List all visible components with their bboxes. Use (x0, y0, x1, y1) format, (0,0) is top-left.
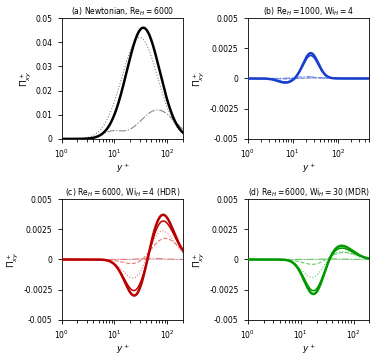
Y-axis label: $\Pi^+_{xy}$: $\Pi^+_{xy}$ (18, 70, 33, 87)
X-axis label: $y^+$: $y^+$ (302, 343, 315, 357)
Title: (b) $\mathrm{Re}_{H} = 1000$, $\mathrm{Wi}_{H} = 4$: (b) $\mathrm{Re}_{H} = 1000$, $\mathrm{W… (263, 5, 354, 18)
Y-axis label: $\Pi^+_{xy}$: $\Pi^+_{xy}$ (6, 251, 20, 268)
Title: (c) $\mathrm{Re}_{H} = 6000$, $\mathrm{Wi}_{H} = 4$ (HDR): (c) $\mathrm{Re}_{H} = 6000$, $\mathrm{W… (65, 186, 180, 199)
X-axis label: $y^+$: $y^+$ (116, 343, 129, 357)
X-axis label: $y^+$: $y^+$ (302, 162, 315, 176)
X-axis label: $y^+$: $y^+$ (116, 162, 129, 176)
Title: (a) Newtonian, $\mathrm{Re}_{H} = 6000$: (a) Newtonian, $\mathrm{Re}_{H} = 6000$ (71, 5, 174, 18)
Y-axis label: $\Pi^+_{xy}$: $\Pi^+_{xy}$ (192, 70, 207, 87)
Y-axis label: $\Pi^+_{xy}$: $\Pi^+_{xy}$ (192, 251, 207, 268)
Title: (d) $\mathrm{Re}_{H} = 6000$, $\mathrm{Wi}_{H} = 30$ (MDR): (d) $\mathrm{Re}_{H} = 6000$, $\mathrm{W… (248, 186, 369, 199)
